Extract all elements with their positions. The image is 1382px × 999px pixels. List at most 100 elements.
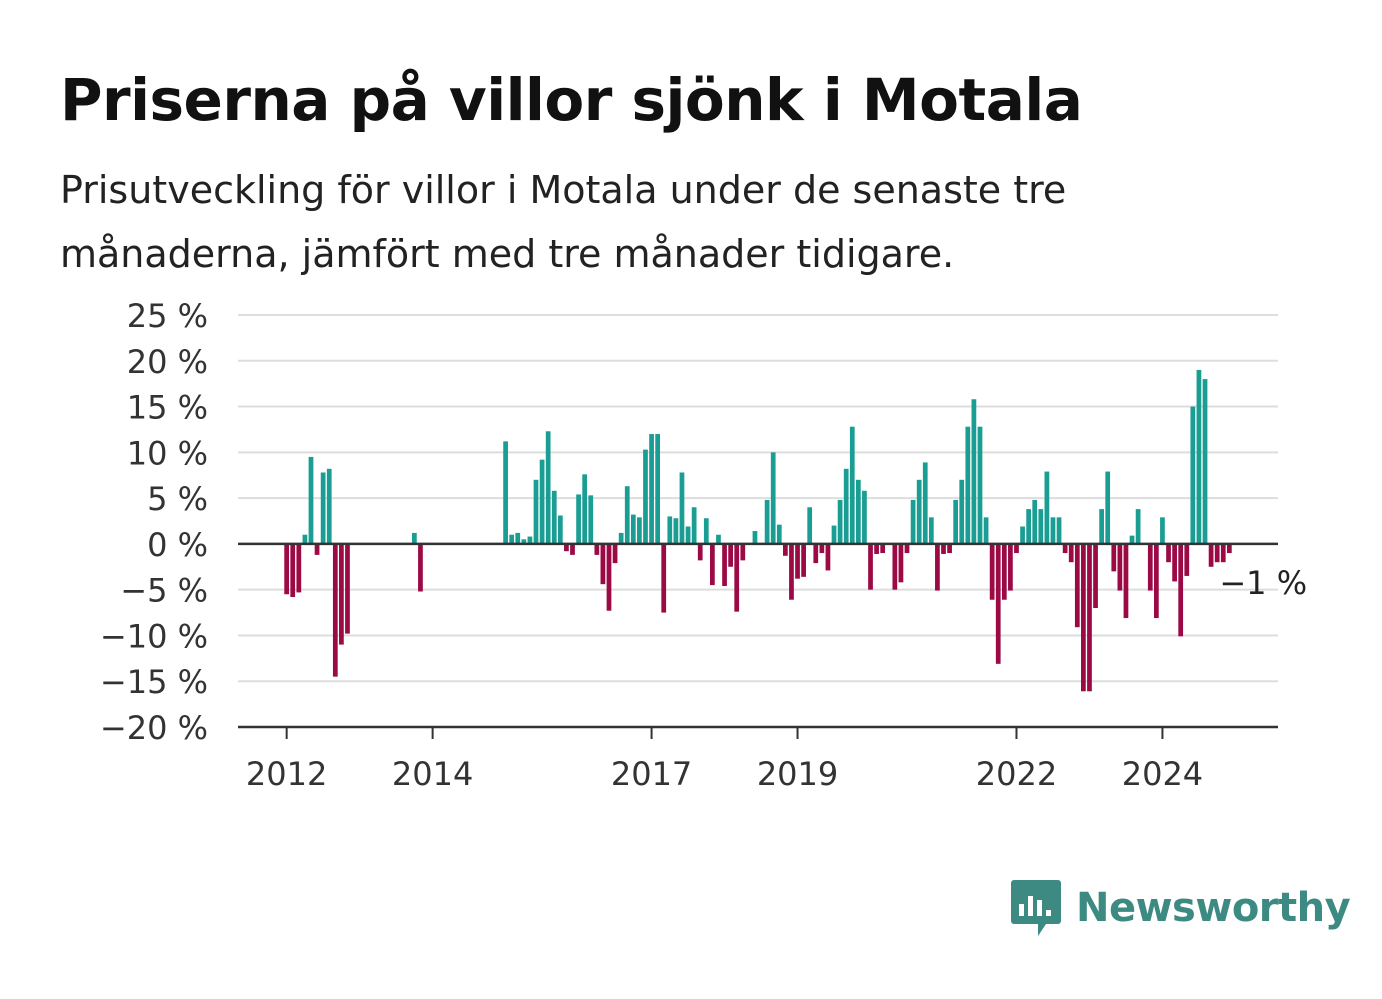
bar [1196, 369, 1202, 544]
bar [703, 518, 709, 544]
bar [290, 543, 296, 597]
bar [1184, 543, 1190, 576]
bar [673, 518, 679, 544]
bar [296, 543, 302, 593]
bar [691, 507, 697, 544]
bar [515, 532, 521, 544]
bar [740, 543, 746, 561]
y-axis-labels: 25 % 20 % 15 % 10 % 5 % 0 % −5 % −10 % −15 % −20 … [100, 297, 208, 747]
bar [527, 536, 533, 544]
bar [649, 434, 654, 544]
bar [667, 516, 673, 544]
bar [922, 462, 928, 544]
bar [637, 517, 642, 544]
bar [1032, 499, 1038, 544]
bar [764, 499, 770, 544]
bar [557, 515, 563, 544]
bar [624, 486, 630, 544]
bar [697, 543, 703, 561]
bar [576, 494, 581, 544]
bar [1226, 543, 1232, 554]
bar [503, 441, 508, 544]
y-tick-label: −15 % [100, 663, 208, 701]
y-tick-label: 25 % [127, 297, 208, 335]
bar [545, 431, 551, 544]
bar [606, 543, 612, 611]
bar [837, 499, 843, 544]
x-tick-label: 2014 [392, 755, 473, 793]
bar [1020, 526, 1025, 544]
bar [685, 526, 691, 544]
bar [570, 543, 575, 555]
last-value-label: −1 % [1219, 564, 1307, 602]
bar [588, 495, 594, 544]
bar [953, 499, 959, 544]
y-tick-label: 15 % [127, 389, 208, 427]
y-tick-label: 10 % [127, 434, 208, 472]
bar [862, 490, 867, 544]
bar [1056, 517, 1062, 544]
bar [892, 543, 898, 590]
bar [1068, 543, 1074, 563]
bar [1208, 543, 1214, 567]
annotation: −1 % [1219, 564, 1307, 602]
x-axis-labels: 2012 2014 2017 2019 2022 2024 [246, 727, 1203, 793]
bar [722, 543, 727, 587]
bar [789, 543, 794, 600]
bar [1099, 509, 1104, 544]
bar [776, 524, 782, 544]
bar [734, 543, 740, 612]
x-tick-label: 2022 [976, 755, 1057, 793]
bar [801, 543, 806, 577]
bar [679, 472, 685, 544]
bars [284, 369, 1232, 692]
bar [1093, 543, 1098, 608]
bar [910, 499, 916, 544]
bar [1081, 543, 1086, 692]
bar [959, 479, 965, 544]
bar [831, 525, 837, 544]
bar [539, 459, 545, 544]
bar [1074, 543, 1080, 628]
bar [1178, 543, 1184, 637]
bar [995, 543, 1001, 664]
bar [916, 479, 922, 544]
bar [1044, 471, 1050, 544]
bar [308, 456, 314, 544]
bar [1166, 543, 1171, 563]
bar [1026, 509, 1032, 544]
bar [904, 543, 910, 554]
bar [509, 534, 515, 544]
bar [874, 543, 879, 554]
bar [977, 426, 983, 544]
bar [819, 543, 825, 554]
bar [1111, 543, 1117, 572]
bar [1123, 543, 1129, 619]
bar [521, 539, 527, 544]
bar [825, 543, 831, 571]
bar [1062, 543, 1068, 554]
bar [843, 468, 849, 544]
bar [849, 426, 855, 544]
bar [807, 507, 813, 544]
bar [941, 543, 946, 554]
bar [1129, 535, 1135, 544]
bar [1172, 543, 1177, 582]
bar [1008, 543, 1013, 591]
bar [965, 426, 971, 544]
y-tick-label: 0 % [147, 526, 208, 564]
bar [533, 479, 539, 544]
bar [1160, 517, 1165, 544]
bar [1050, 517, 1056, 544]
x-tick-label: 2024 [1122, 755, 1203, 793]
bar [320, 472, 326, 544]
x-tick-label: 2017 [611, 755, 692, 793]
bar [983, 517, 989, 544]
axes [238, 542, 1278, 729]
y-tick-label: −5 % [120, 572, 208, 610]
bar [643, 449, 648, 544]
bar [302, 534, 308, 544]
y-tick-label: −10 % [100, 617, 208, 655]
bar [600, 543, 606, 585]
bar [1038, 509, 1044, 544]
